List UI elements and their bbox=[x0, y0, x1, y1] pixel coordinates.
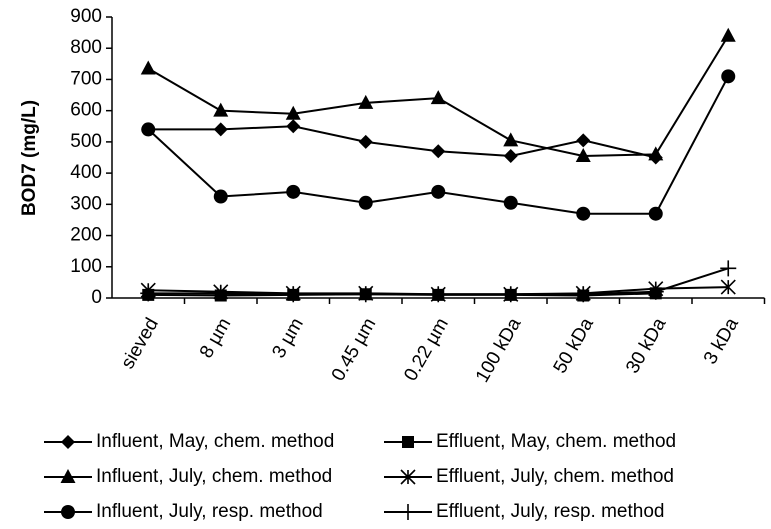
legend-item: Effluent, July, chem. method bbox=[384, 466, 674, 487]
marker bbox=[721, 69, 736, 84]
marker bbox=[576, 206, 591, 221]
y-tick-label: 700 bbox=[70, 68, 102, 89]
x-tick-label: 0.22 µm bbox=[400, 315, 453, 385]
legend-label: Effluent, May, chem. method bbox=[436, 431, 676, 452]
marker bbox=[286, 119, 301, 134]
legend-item: Effluent, May, chem. method bbox=[384, 431, 676, 452]
marker bbox=[431, 144, 446, 159]
marker bbox=[576, 133, 591, 148]
marker bbox=[358, 195, 373, 210]
y-tick-label: 800 bbox=[70, 37, 102, 58]
marker bbox=[140, 285, 157, 302]
legend-marker bbox=[400, 469, 416, 485]
marker bbox=[503, 132, 519, 147]
legend-label: Influent, July, resp. method bbox=[96, 501, 323, 522]
legend-label: Influent, July, chem. method bbox=[96, 466, 332, 487]
y-tick-label: 400 bbox=[70, 162, 102, 183]
legend-item: Influent, July, chem. method bbox=[44, 466, 332, 487]
marker bbox=[358, 94, 374, 109]
y-tick-label: 600 bbox=[70, 100, 102, 121]
marker bbox=[213, 122, 228, 137]
x-tick-label: 0.45 µm bbox=[328, 315, 381, 385]
marker bbox=[648, 206, 663, 221]
marker bbox=[431, 184, 446, 199]
x-tick-label: 3 kDa bbox=[700, 314, 743, 368]
marker bbox=[285, 105, 301, 120]
y-tick-label: 500 bbox=[70, 131, 102, 152]
x-tick-label: 3 µm bbox=[268, 315, 307, 362]
x-tick-label: sieved bbox=[117, 315, 163, 373]
marker bbox=[575, 286, 592, 303]
legend-marker bbox=[61, 505, 75, 519]
marker bbox=[285, 286, 302, 303]
marker bbox=[140, 60, 156, 75]
marker bbox=[720, 260, 737, 277]
marker bbox=[647, 283, 664, 300]
y-tick-label: 300 bbox=[70, 193, 102, 214]
marker bbox=[503, 148, 518, 163]
y-tick-label: 0 bbox=[91, 287, 102, 308]
legend-item: Influent, May, chem. method bbox=[44, 431, 334, 452]
marker bbox=[430, 286, 447, 303]
y-tick-label: 900 bbox=[70, 6, 102, 27]
legend-marker bbox=[60, 469, 76, 483]
legend-marker bbox=[400, 504, 416, 520]
legend-label: Effluent, July, resp. method bbox=[436, 501, 664, 522]
x-tick-label: 100 kDa bbox=[472, 314, 526, 386]
x-tick-label: 30 kDa bbox=[622, 314, 671, 377]
legend-item: Influent, July, resp. method bbox=[44, 501, 323, 522]
marker bbox=[357, 286, 374, 303]
marker bbox=[503, 195, 518, 210]
marker bbox=[358, 134, 373, 149]
legend-label: Effluent, July, chem. method bbox=[436, 466, 674, 487]
y-axis-title: BOD7 (mg/L) bbox=[19, 100, 40, 216]
marker bbox=[213, 189, 228, 204]
x-tick-label: 50 kDa bbox=[550, 314, 599, 377]
legend-label: Influent, May, chem. method bbox=[96, 431, 334, 452]
x-tick-label: 8 µm bbox=[196, 315, 235, 362]
y-tick-label: 100 bbox=[70, 256, 102, 277]
marker bbox=[212, 285, 229, 302]
marker bbox=[502, 286, 519, 303]
legend-marker bbox=[402, 436, 414, 448]
marker bbox=[720, 279, 736, 295]
marker bbox=[286, 184, 301, 199]
legend-marker bbox=[61, 435, 75, 449]
marker bbox=[575, 147, 591, 162]
marker bbox=[213, 102, 229, 117]
legend-item: Effluent, July, resp. method bbox=[384, 501, 664, 522]
marker bbox=[430, 90, 446, 105]
marker bbox=[141, 122, 156, 137]
y-tick-label: 200 bbox=[70, 225, 102, 246]
series-line bbox=[148, 125, 656, 159]
marker bbox=[648, 146, 664, 161]
marker bbox=[720, 27, 736, 42]
